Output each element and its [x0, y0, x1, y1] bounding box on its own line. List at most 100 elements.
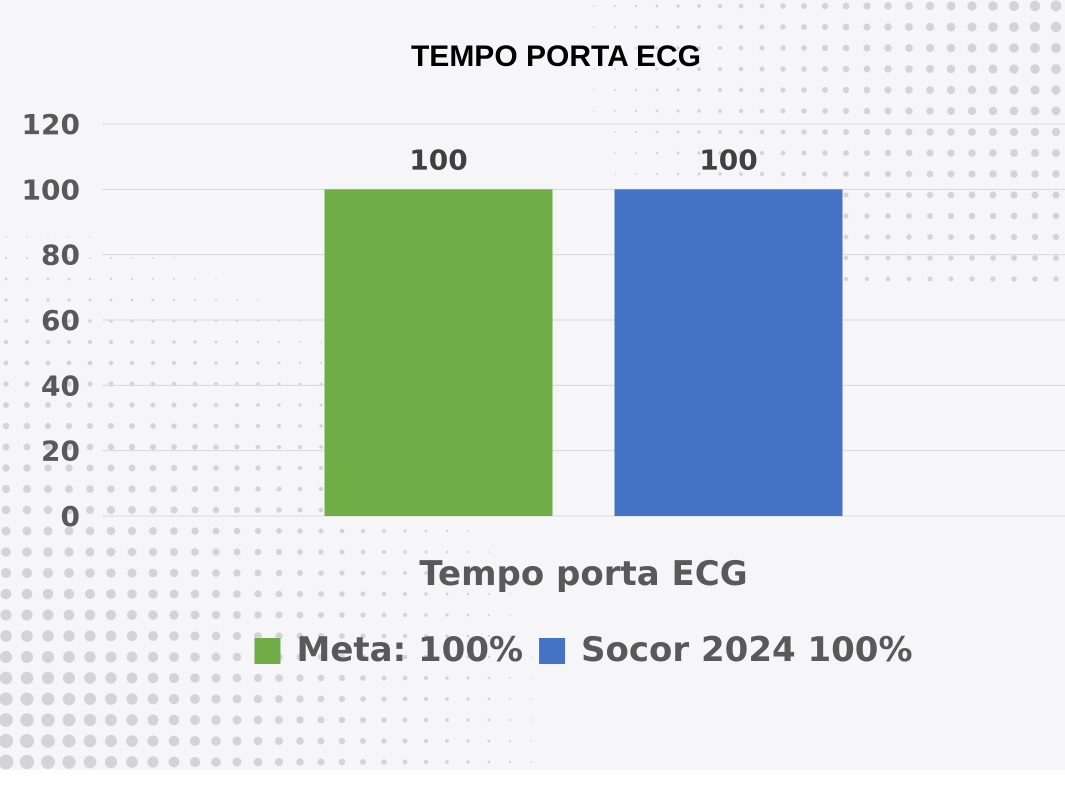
pattern-dot: [189, 735, 201, 747]
pattern-dot: [148, 589, 158, 599]
pattern-dot: [275, 611, 283, 619]
pattern-dot: [318, 570, 324, 576]
pattern-dot: [989, 149, 997, 157]
pattern-dot: [275, 674, 283, 682]
pattern-dot: [801, 108, 807, 114]
pattern-dot: [212, 527, 220, 535]
pattern-dot: [445, 571, 449, 575]
pattern-dot: [676, 109, 680, 113]
pattern-dot: [318, 507, 324, 513]
pattern-dot: [46, 256, 50, 260]
pattern-dot: [445, 697, 449, 701]
pattern-dot: [108, 402, 114, 408]
pattern-dot: [1051, 85, 1061, 95]
pattern-dot: [906, 213, 912, 219]
pattern-dot: [23, 464, 31, 472]
pattern-dot: [317, 758, 325, 766]
pattern-dot: [67, 298, 71, 302]
pattern-dot: [487, 676, 491, 680]
pattern-dot: [63, 609, 75, 621]
pattern-dot: [255, 444, 261, 450]
pattern-dot: [1032, 276, 1038, 282]
pattern-dot: [151, 298, 155, 302]
pattern-dot: [969, 276, 975, 282]
pattern-dot: [254, 590, 262, 598]
pattern-dot: [634, 4, 638, 8]
pattern-dot: [360, 612, 366, 618]
pattern-dot: [297, 465, 303, 471]
pattern-dot: [234, 402, 240, 408]
pattern-dot: [169, 589, 179, 599]
pattern-dot: [402, 759, 408, 765]
pattern-dot: [253, 736, 263, 746]
pattern-dot: [147, 756, 159, 768]
pattern-dot: [85, 547, 95, 557]
pattern-dot: [20, 734, 34, 748]
pattern-dot: [1053, 255, 1059, 261]
pattern-dot: [126, 630, 138, 642]
pattern-dot: [129, 402, 135, 408]
pattern-dot: [254, 527, 262, 535]
y-tick-label: 120: [22, 108, 80, 141]
pattern-dot: [190, 631, 200, 641]
pattern-dot: [169, 568, 179, 578]
pattern-dot: [842, 23, 850, 31]
pattern-dot: [1052, 233, 1060, 241]
data-labels: 100 100: [409, 143, 757, 176]
pattern-dot: [127, 526, 137, 536]
pattern-dot: [105, 693, 117, 705]
pattern-dot: [233, 569, 241, 577]
pattern-dot: [275, 737, 283, 745]
pattern-dot: [466, 634, 470, 638]
y-tick-label: 60: [41, 304, 80, 337]
pattern-dot: [170, 506, 178, 514]
pattern-dot: [212, 548, 220, 556]
pattern-dot: [319, 424, 323, 428]
pattern-dot: [20, 650, 34, 664]
pattern-dot: [150, 423, 156, 429]
bar-chart: TEMPO PORTA ECG 0 20 40 60 80 100 120 100 100 T…: [22, 40, 1065, 670]
pattern-dot: [189, 756, 201, 768]
pattern-dot: [234, 486, 240, 492]
pattern-dot: [211, 610, 221, 620]
pattern-dot: [423, 717, 429, 723]
gridlines: [102, 123, 1065, 517]
pattern-dot: [885, 234, 891, 240]
pattern-dot: [614, 131, 616, 133]
pattern-dot: [360, 633, 366, 639]
pattern-dot: [738, 45, 744, 51]
pattern-dot: [530, 656, 532, 658]
pattern-dot: [1010, 149, 1018, 157]
pattern-dot: [319, 403, 323, 407]
pattern-dot: [296, 569, 304, 577]
pattern-dot: [130, 277, 134, 281]
pattern-dot: [299, 341, 301, 343]
pattern-dot: [655, 109, 659, 113]
pattern-dot: [62, 713, 76, 727]
pattern-dot: [863, 2, 871, 10]
pattern-dot: [168, 714, 180, 726]
pattern-dot: [884, 128, 892, 136]
pattern-dot: [487, 697, 491, 701]
pattern-dot: [676, 4, 680, 8]
pattern-dot: [214, 340, 218, 344]
pattern-dot: [66, 360, 72, 366]
pattern-dot: [65, 464, 73, 472]
pattern-dot: [926, 170, 934, 178]
legend: Meta: 100% Socor 2024 100%: [254, 630, 913, 670]
pattern-dot: [0, 692, 13, 706]
pattern-dot: [926, 149, 934, 157]
pattern-dot: [193, 298, 197, 302]
pattern-dot: [718, 130, 722, 134]
pattern-dot: [508, 718, 512, 722]
pattern-dot: [863, 65, 871, 73]
pattern-dot: [927, 213, 933, 219]
pattern-dot: [403, 550, 407, 554]
pattern-dot: [43, 568, 53, 578]
pattern-dot: [107, 464, 115, 472]
pattern-dot: [255, 486, 261, 492]
pattern-dot: [254, 611, 262, 619]
pattern-dot: [152, 257, 154, 259]
pattern-dot: [717, 24, 723, 30]
pattern-dot: [148, 631, 158, 641]
